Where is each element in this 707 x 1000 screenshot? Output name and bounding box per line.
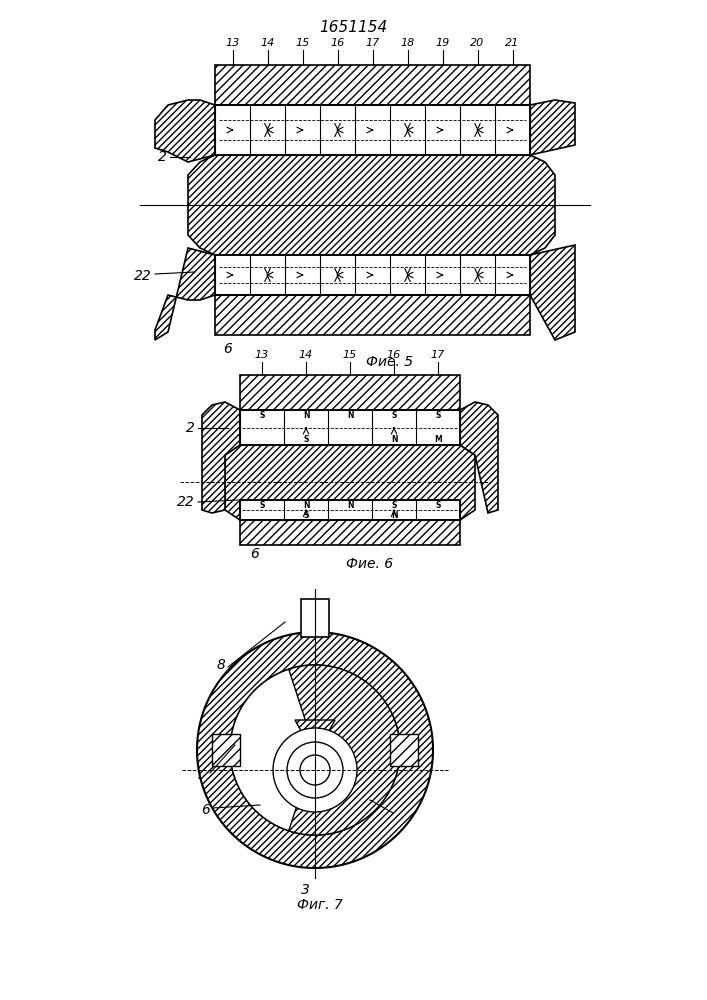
Text: 6: 6: [250, 547, 259, 561]
Bar: [215, 255, 530, 295]
Polygon shape: [155, 100, 215, 162]
Bar: [240, 520, 460, 545]
Text: S: S: [391, 410, 397, 420]
Text: 5: 5: [198, 768, 207, 782]
Bar: [240, 500, 460, 520]
Bar: [215, 105, 530, 155]
Text: 16: 16: [387, 350, 401, 360]
Polygon shape: [225, 445, 475, 520]
Text: N: N: [346, 410, 354, 420]
Text: 15: 15: [296, 38, 310, 48]
Text: 17: 17: [366, 38, 380, 48]
Text: Фие. 6: Фие. 6: [346, 557, 394, 571]
Text: S: S: [259, 500, 264, 510]
Text: N: N: [303, 500, 309, 510]
Text: M: M: [434, 436, 442, 444]
Bar: [240, 520, 460, 545]
Bar: [390, 734, 418, 766]
Bar: [240, 375, 460, 410]
Bar: [215, 65, 530, 105]
Bar: [212, 734, 240, 766]
Polygon shape: [295, 720, 335, 760]
Polygon shape: [230, 665, 400, 835]
Text: Фиг. 7: Фиг. 7: [297, 898, 343, 912]
Text: 6: 6: [223, 342, 233, 356]
Text: 14: 14: [299, 350, 313, 360]
Text: 16: 16: [330, 38, 344, 48]
Text: 22: 22: [177, 495, 195, 509]
Text: 17: 17: [431, 350, 445, 360]
Text: 20: 20: [470, 38, 484, 48]
Text: 8: 8: [216, 658, 225, 672]
Text: 2: 2: [158, 150, 167, 164]
Text: 2: 2: [395, 808, 404, 822]
Text: 18: 18: [400, 38, 414, 48]
Polygon shape: [202, 402, 240, 513]
Polygon shape: [530, 245, 575, 340]
Bar: [215, 65, 530, 105]
Polygon shape: [197, 632, 433, 868]
Bar: [212, 734, 240, 766]
Bar: [390, 734, 418, 766]
Text: 21: 21: [506, 38, 520, 48]
Text: 19: 19: [436, 38, 450, 48]
Text: S: S: [436, 500, 440, 510]
Text: 3: 3: [300, 883, 310, 897]
Text: N: N: [391, 510, 397, 520]
Text: S: S: [303, 510, 309, 520]
Text: 1651154: 1651154: [319, 20, 387, 35]
Text: 14: 14: [260, 38, 274, 48]
Text: Фие. 5: Фие. 5: [366, 355, 414, 369]
Text: S: S: [391, 500, 397, 510]
Bar: [301, 599, 329, 637]
Text: S: S: [436, 410, 440, 420]
Polygon shape: [460, 402, 498, 513]
Bar: [240, 410, 460, 445]
Text: S: S: [259, 410, 264, 420]
Text: 13: 13: [226, 38, 240, 48]
Polygon shape: [188, 155, 555, 255]
Bar: [215, 295, 530, 335]
Text: N: N: [346, 500, 354, 510]
Text: N: N: [391, 436, 397, 444]
Text: 13: 13: [255, 350, 269, 360]
Bar: [215, 295, 530, 335]
Text: 6: 6: [201, 803, 210, 817]
Bar: [240, 375, 460, 410]
Text: N: N: [303, 410, 309, 420]
Polygon shape: [530, 100, 575, 155]
Text: S: S: [303, 436, 309, 444]
Text: 15: 15: [343, 350, 357, 360]
Text: 2: 2: [186, 421, 195, 435]
Text: 22: 22: [134, 269, 152, 283]
Polygon shape: [288, 665, 400, 835]
Polygon shape: [155, 248, 215, 340]
Circle shape: [273, 728, 357, 812]
